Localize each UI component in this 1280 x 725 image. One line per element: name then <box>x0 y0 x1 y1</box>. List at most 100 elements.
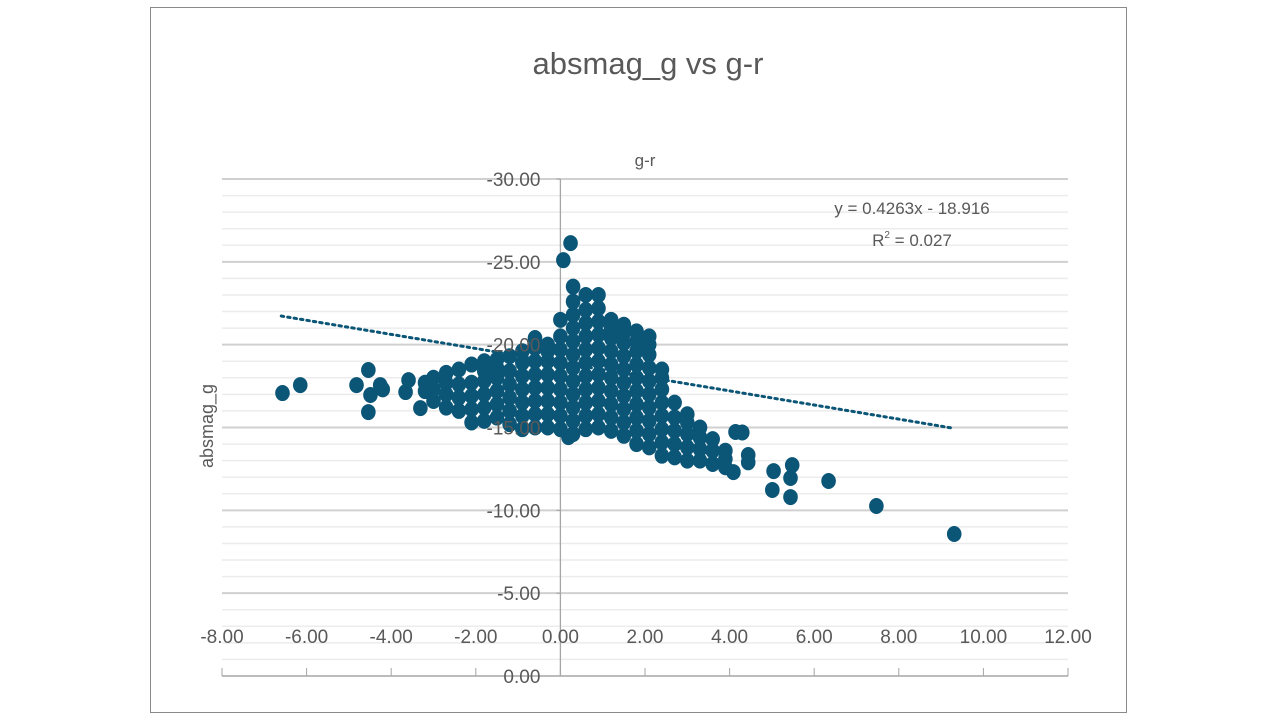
data-point <box>680 439 695 456</box>
data-point <box>476 399 492 416</box>
data-point <box>616 348 632 365</box>
data-point <box>565 333 581 350</box>
trendline-equation: y = 0.4263x - 18.916 <box>834 199 989 218</box>
data-point <box>349 377 364 394</box>
y-tick-label: -10.00 <box>487 501 541 522</box>
r-squared-prefix: R <box>872 231 884 250</box>
data-point <box>565 320 581 337</box>
data-point <box>553 421 568 438</box>
y-tick-label: -15.00 <box>487 419 541 440</box>
data-point <box>616 401 632 418</box>
data-point <box>464 374 479 391</box>
data-point <box>553 328 568 345</box>
data-point <box>426 381 441 398</box>
data-point <box>540 392 556 409</box>
data-point <box>553 394 568 411</box>
data-point <box>616 427 632 444</box>
data-point <box>578 421 594 438</box>
data-point <box>641 412 657 429</box>
x-tick-label: -4.00 <box>370 627 413 648</box>
data-point <box>578 341 594 358</box>
data-point <box>603 409 619 426</box>
data-point <box>603 396 619 413</box>
data-point <box>540 406 556 423</box>
data-points <box>275 235 962 543</box>
data-point <box>692 419 708 436</box>
data-point <box>527 330 543 347</box>
data-point <box>654 447 670 464</box>
data-point <box>361 404 376 421</box>
data-point <box>591 313 606 330</box>
y-tick-label: -30.00 <box>487 170 541 191</box>
data-point <box>654 421 670 438</box>
data-point <box>654 361 670 378</box>
data-point <box>527 392 543 409</box>
data-point <box>783 489 798 506</box>
data-point <box>451 361 467 378</box>
data-point <box>375 381 391 398</box>
data-point <box>565 306 581 323</box>
chart-title: absmag_g vs g-r <box>533 46 764 81</box>
data-point <box>591 406 606 423</box>
y-tick-label: -5.00 <box>497 584 540 605</box>
x-tick-label: 10.00 <box>960 627 1008 648</box>
data-point <box>680 452 695 469</box>
x-tick-label: 12.00 <box>1044 627 1092 648</box>
data-point <box>603 369 619 386</box>
data-point <box>515 394 530 411</box>
data-point <box>783 470 798 487</box>
data-point <box>591 419 606 436</box>
data-point <box>413 400 428 417</box>
data-point <box>629 356 644 373</box>
data-point <box>784 457 800 474</box>
data-point <box>565 373 581 390</box>
data-point <box>515 354 530 371</box>
data-point <box>641 439 657 456</box>
data-point <box>705 455 720 472</box>
data-point <box>603 311 619 328</box>
data-point <box>464 414 479 431</box>
data-point <box>578 286 594 303</box>
data-point <box>641 359 657 376</box>
data-point <box>616 316 632 333</box>
data-point <box>489 409 505 426</box>
data-point <box>556 252 571 269</box>
data-point <box>654 381 670 398</box>
data-point <box>766 463 781 480</box>
y-axis-title: absmag_g <box>197 384 218 468</box>
data-point <box>654 407 670 424</box>
data-point <box>502 389 517 406</box>
data-point <box>591 286 606 303</box>
data-point <box>591 300 606 317</box>
data-point <box>946 526 962 543</box>
data-point <box>401 372 416 389</box>
data-point <box>641 426 657 443</box>
data-point <box>476 386 492 403</box>
data-point <box>275 385 290 402</box>
data-point <box>692 441 708 458</box>
data-point <box>489 351 505 368</box>
data-point <box>734 424 750 441</box>
data-point <box>527 406 543 423</box>
data-point <box>578 328 594 345</box>
data-point <box>629 383 644 400</box>
data-point <box>629 396 644 413</box>
data-point <box>578 315 594 332</box>
tick-labels: -8.00 -6.00 -4.00 -2.00 0.00 2.00 4.00 6.00 8.00… <box>200 170 1091 688</box>
data-point <box>616 388 632 405</box>
data-point <box>553 311 568 328</box>
data-point <box>553 368 568 385</box>
data-point <box>464 388 479 405</box>
data-point <box>641 328 657 345</box>
x-tick-label: -8.00 <box>200 627 243 648</box>
data-point <box>616 414 632 431</box>
data-point <box>363 387 378 404</box>
data-point <box>515 381 530 398</box>
data-point <box>489 383 505 400</box>
data-point <box>451 389 467 406</box>
data-point <box>426 392 441 409</box>
data-point <box>438 386 454 403</box>
data-point <box>489 396 505 413</box>
data-point <box>502 376 517 393</box>
x-axis-title: g-r <box>635 151 656 170</box>
